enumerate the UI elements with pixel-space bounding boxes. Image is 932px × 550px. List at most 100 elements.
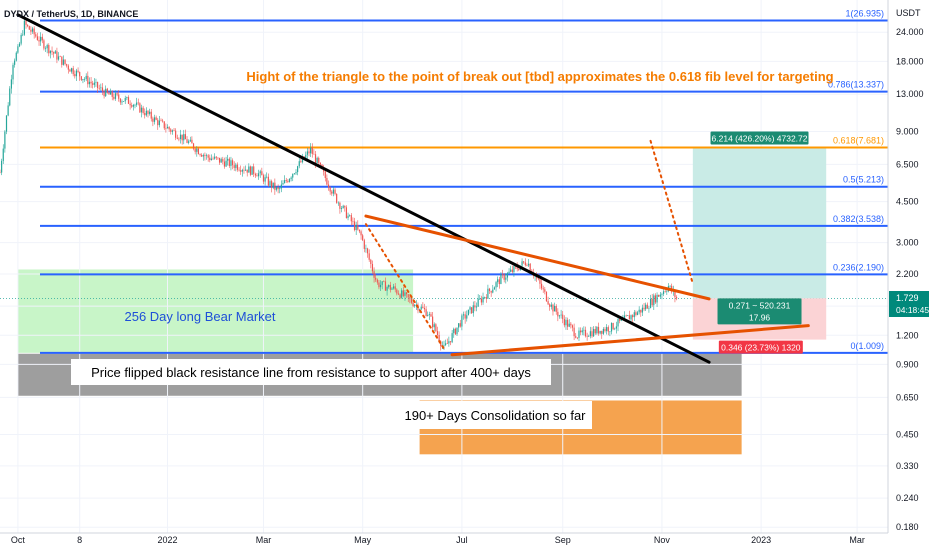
- candle-body: [62, 59, 65, 65]
- fib-label: 0.5(5.213): [843, 175, 884, 185]
- candle-body: [366, 248, 369, 254]
- candle-body: [188, 141, 190, 143]
- candle-body: [508, 271, 510, 274]
- candle-body: [602, 328, 604, 334]
- candle-body: [127, 97, 130, 104]
- candle-body: [601, 330, 603, 334]
- candle-body: [272, 182, 274, 188]
- x-tick-label: Oct: [11, 535, 26, 545]
- candle-body: [105, 88, 107, 97]
- candle-body: [166, 126, 169, 129]
- candle-body: [171, 130, 173, 132]
- candle-body: [194, 148, 196, 152]
- candle-body: [306, 151, 308, 155]
- candle-body: [93, 82, 95, 85]
- position-tool[interactable]: [692, 147, 827, 340]
- candle-body: [319, 162, 321, 165]
- candle-body: [43, 40, 45, 49]
- candle-body: [562, 314, 564, 320]
- trendline[interactable]: [16, 13, 711, 364]
- candle-body: [67, 65, 69, 70]
- candle-body: [518, 268, 520, 270]
- candle-body: [666, 291, 668, 292]
- candle-body: [619, 319, 621, 321]
- x-tick-label: Mar: [849, 535, 865, 545]
- y-tick-label: 2.200: [896, 269, 919, 279]
- candle-body: [214, 156, 216, 159]
- candle-body: [596, 326, 598, 334]
- candle-body: [310, 147, 312, 154]
- candle-body: [114, 93, 117, 99]
- entry-label-range: 0.271 ~ 520.231: [729, 300, 791, 310]
- candle-body: [323, 168, 325, 172]
- candle-body: [516, 266, 518, 269]
- candle-body: [412, 302, 414, 307]
- candle-body: [215, 156, 217, 158]
- candle-body: [363, 240, 365, 249]
- candle-body: [498, 279, 500, 285]
- candle-body: [597, 326, 600, 334]
- candle-body: [205, 155, 208, 156]
- trendlines[interactable]: [16, 13, 810, 364]
- candle-body: [98, 88, 100, 89]
- y-tick-label: 1.200: [896, 330, 919, 340]
- candle-body: [427, 314, 429, 316]
- candle-body: [571, 325, 574, 328]
- candle-body: [573, 327, 575, 337]
- candle-body: [160, 120, 162, 122]
- candle-body: [488, 288, 491, 291]
- candle-body: [49, 50, 52, 54]
- candle-body: [632, 315, 634, 318]
- fib-label: 0.786(13.337): [828, 80, 884, 90]
- candle-body: [165, 128, 167, 129]
- dotted-projection[interactable]: [649, 139, 694, 285]
- time-axis[interactable]: Oct 8 2022 Mar May Jul Sep Nov 2023 Mar: [0, 532, 888, 545]
- candle-body: [425, 309, 427, 316]
- candle-body: [445, 343, 447, 345]
- candle-body: [658, 294, 660, 297]
- candle-body: [27, 24, 29, 27]
- y-tick-label: 0.650: [896, 392, 919, 402]
- target-zone[interactable]: [692, 147, 827, 299]
- candle-body: [240, 170, 242, 172]
- candle-body: [420, 306, 422, 310]
- candle-body: [555, 305, 557, 312]
- axis-currency: USDT: [896, 8, 921, 18]
- candle-body: [33, 28, 35, 35]
- candle-body: [256, 175, 258, 177]
- candle-body: [20, 34, 22, 44]
- trendline[interactable]: [364, 214, 711, 301]
- candle-body: [277, 187, 279, 190]
- candle-body: [287, 180, 289, 182]
- candle-body: [254, 173, 256, 176]
- stop-label-box: [718, 340, 803, 354]
- candle-body: [280, 184, 282, 189]
- candle-body: [550, 304, 552, 307]
- candle-body: [545, 291, 548, 302]
- candle-body: [661, 294, 663, 295]
- candle-body: [90, 81, 92, 84]
- stop-label: 0.346 (23.73%) 1320: [721, 343, 801, 353]
- candle-body: [12, 64, 14, 80]
- candle-body: [244, 169, 247, 171]
- candle-body: [15, 52, 17, 61]
- candle-body: [329, 187, 331, 192]
- candle-body: [527, 263, 530, 266]
- y-tick-label: 13.000: [896, 89, 924, 99]
- entry-label-qty: 17.96: [749, 312, 771, 322]
- candle-body: [636, 312, 639, 315]
- candle-body: [48, 45, 50, 54]
- trendline[interactable]: [450, 324, 810, 357]
- candle-body: [144, 113, 146, 116]
- candle-body: [537, 278, 539, 280]
- candle-body: [405, 292, 408, 295]
- candle-body: [155, 117, 157, 120]
- price-axis[interactable]: USDT 24.000 18.000 13.000 9.000 6.500 4.500 3.…: [887, 0, 929, 533]
- candle-body: [44, 48, 47, 49]
- last-price-countdown: 04:18:45: [896, 305, 929, 315]
- dotted-projection[interactable]: [364, 223, 445, 350]
- candle-body: [223, 161, 226, 167]
- candle-body: [25, 20, 27, 25]
- candle-body: [578, 330, 580, 338]
